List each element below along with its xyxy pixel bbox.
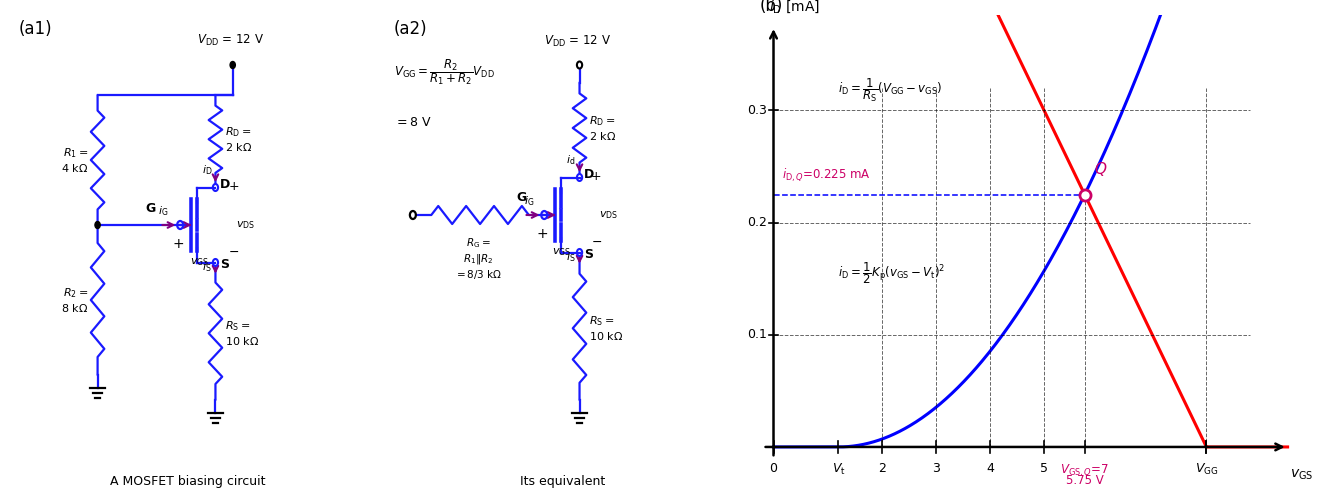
Text: $i_{\rm G}$: $i_{\rm G}$: [524, 194, 533, 208]
Text: $-$: $-$: [228, 245, 238, 258]
Text: $R_{\rm S}=$
$10\ \rm k\Omega$: $R_{\rm S}=$ $10\ \rm k\Omega$: [589, 314, 623, 342]
Text: 5.75 V: 5.75 V: [1065, 474, 1104, 487]
Text: G: G: [145, 202, 155, 215]
Text: G: G: [516, 191, 527, 204]
Text: $i_{\rm S}$: $i_{\rm S}$: [203, 260, 212, 274]
Text: $v_{\rm GS}\ \rm[V]$: $v_{\rm GS}\ \rm[V]$: [1291, 464, 1317, 480]
Text: $Q$: $Q$: [1094, 160, 1108, 178]
Text: +: +: [536, 227, 548, 241]
Text: A MOSFET biasing circuit: A MOSFET biasing circuit: [109, 474, 266, 488]
Text: $i_{\rm D,\mathit{Q}}$=0.225 mA: $i_{\rm D,\mathit{Q}}$=0.225 mA: [781, 166, 871, 184]
Text: $i_{\rm D}\ \rm[mA]$: $i_{\rm D}\ \rm[mA]$: [769, 0, 820, 15]
Text: $i_{\rm S}$: $i_{\rm S}$: [566, 250, 576, 264]
Text: 0.1: 0.1: [747, 328, 766, 342]
Text: $R_{\rm S}=$
$10\ \rm k\Omega$: $R_{\rm S}=$ $10\ \rm k\Omega$: [225, 320, 259, 347]
Text: $v_{\rm DS}$: $v_{\rm DS}$: [236, 219, 255, 231]
Text: $R_{\rm G}=$
$R_1\|R_2$
$=8/3\ \rm k\Omega$: $R_{\rm G}=$ $R_1\|R_2$ $=8/3\ \rm k\Ome…: [454, 236, 503, 281]
Text: $v_{\rm GS}$: $v_{\rm GS}$: [552, 246, 570, 258]
Text: 4: 4: [986, 462, 994, 474]
Text: S: S: [583, 248, 593, 262]
Text: $V_{\rm DD}$ = 12 V: $V_{\rm DD}$ = 12 V: [198, 32, 265, 48]
Text: D: D: [220, 178, 230, 192]
Text: $i_{\rm D}=\dfrac{1}{R_{\rm S}}(V_{\rm GG}-v_{\rm GS})$: $i_{\rm D}=\dfrac{1}{R_{\rm S}}(V_{\rm G…: [839, 76, 943, 104]
Text: 0: 0: [769, 462, 777, 474]
Text: $i_{\rm G}$: $i_{\rm G}$: [158, 204, 169, 218]
Text: $V_{\rm GG}=\dfrac{R_2}{R_1+R_2}V_{\rm DD}$: $V_{\rm GG}=\dfrac{R_2}{R_1+R_2}V_{\rm D…: [394, 58, 495, 88]
Text: 3: 3: [932, 462, 940, 474]
Text: $-$: $-$: [591, 235, 602, 248]
Text: $i_{\rm D}$: $i_{\rm D}$: [203, 164, 213, 177]
Text: +: +: [173, 237, 184, 251]
Circle shape: [95, 222, 100, 228]
Text: $i_{\rm D}=\dfrac{1}{2}K_{\rm p}(v_{\rm GS}-V_{\rm t})^2$: $i_{\rm D}=\dfrac{1}{2}K_{\rm p}(v_{\rm …: [839, 260, 946, 286]
Text: $v_{\rm GS}$: $v_{\rm GS}$: [190, 256, 208, 268]
Text: +: +: [591, 170, 602, 183]
Text: D: D: [583, 168, 594, 181]
Text: 5: 5: [1040, 462, 1048, 474]
Text: (a1): (a1): [18, 20, 53, 38]
Text: $R_{\rm D}=$
$2\ \rm k\Omega$: $R_{\rm D}=$ $2\ \rm k\Omega$: [589, 114, 616, 142]
Text: (a2): (a2): [394, 20, 428, 38]
Text: $V_{\rm GG}$: $V_{\rm GG}$: [1195, 462, 1218, 476]
Text: $R_1=$
$4\ \rm k\Omega$: $R_1=$ $4\ \rm k\Omega$: [61, 146, 88, 174]
Text: (b): (b): [760, 0, 784, 15]
Text: $= 8\ \rm V$: $= 8\ \rm V$: [394, 116, 432, 129]
Text: $R_{\rm D}=$
$2\ \rm k\Omega$: $R_{\rm D}=$ $2\ \rm k\Omega$: [225, 126, 252, 153]
Text: +: +: [228, 180, 238, 193]
Circle shape: [230, 62, 236, 68]
Text: $V_{\rm DD}$ = 12 V: $V_{\rm DD}$ = 12 V: [544, 34, 611, 49]
Text: $v_{\rm DS}$: $v_{\rm DS}$: [599, 209, 618, 221]
Text: 0.2: 0.2: [747, 216, 766, 229]
Text: 0.3: 0.3: [747, 104, 766, 117]
Text: $V_{\rm t}$: $V_{\rm t}$: [831, 462, 846, 476]
Text: S: S: [220, 258, 229, 272]
Text: $V_{\rm GS,\mathit{Q}}$=7: $V_{\rm GS,\mathit{Q}}$=7: [1060, 462, 1109, 478]
Text: $i_{\rm d}$: $i_{\rm d}$: [566, 154, 576, 168]
Text: $R_2=$
$8\ \rm k\Omega$: $R_2=$ $8\ \rm k\Omega$: [61, 286, 88, 314]
Text: 2: 2: [878, 462, 885, 474]
Text: Its equivalent: Its equivalent: [520, 474, 606, 488]
